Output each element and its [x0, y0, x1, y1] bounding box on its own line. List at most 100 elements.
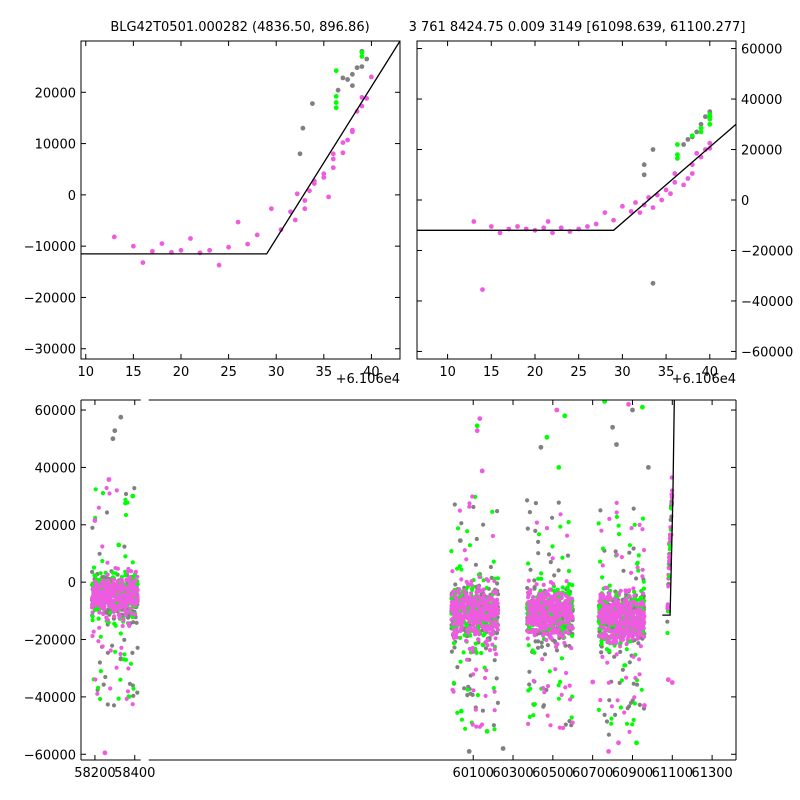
magenta-data-point [672, 171, 678, 176]
season-3-green-outlier [630, 722, 635, 727]
green-data-point [359, 54, 365, 59]
gray-data-point [364, 56, 370, 62]
y-tick-label: −30000 [24, 343, 76, 358]
season-3-gray-outlier [634, 576, 639, 581]
season-1-green-outlier [459, 567, 464, 572]
season-1-gray-outlier [488, 564, 493, 570]
season-2-magenta-point [542, 617, 548, 622]
gray-data-point [345, 77, 350, 82]
season-2-magenta-point [530, 618, 535, 623]
season-3-green-point [604, 647, 610, 652]
season-2-green-outlier [526, 561, 531, 566]
season-3-magenta-point [618, 644, 623, 649]
y-tick-label: −40000 [741, 295, 793, 310]
season-0-green-point [110, 570, 115, 575]
magenta-data-point [602, 210, 608, 216]
green-data-point [640, 404, 645, 410]
season-3-magenta-point [603, 605, 609, 610]
season-3-magenta-outlier [614, 500, 619, 505]
green-data-point [602, 400, 607, 404]
season-1-magenta-point [478, 620, 483, 625]
season-2-magenta-outlier [544, 526, 550, 531]
magenta-data-point [226, 244, 232, 250]
season-0-magenta-point [127, 580, 132, 585]
season-0-magenta-point [133, 569, 138, 575]
season-0-green-outlier [93, 487, 98, 492]
season-3-gray-outlier [613, 712, 618, 718]
season-1-magenta-point [460, 620, 465, 625]
season-2-gray-outlier [541, 703, 547, 708]
season-0-magenta-point [130, 597, 135, 602]
gray-data-point [118, 414, 124, 420]
season-3-magenta-point [612, 601, 618, 606]
season-3-gray-outlier [627, 660, 632, 665]
season-1-magenta-point [454, 608, 459, 614]
x-tick-label: 20 [527, 365, 544, 380]
season-1-magenta-point [471, 608, 476, 613]
gray-data-point [112, 428, 118, 434]
season-3-magenta-point [611, 633, 616, 638]
season-3-magenta-point [628, 633, 634, 638]
season-0-magenta-outlier [119, 645, 124, 650]
season-1-magenta-point [491, 597, 496, 603]
season-3-magenta-point [616, 591, 622, 597]
magenta-data-point [150, 248, 155, 254]
season-1-green-outlier [459, 717, 464, 722]
season-2-magenta-point [532, 633, 537, 638]
gray-data-point [300, 125, 306, 131]
season-3-magenta-outlier [607, 516, 612, 522]
season-3-green-outlier [600, 546, 606, 551]
season-1-magenta-point [465, 657, 470, 662]
season-1-magenta-outlier [467, 504, 472, 509]
season-3-magenta-outlier [600, 654, 605, 660]
magenta-data-point [330, 156, 336, 162]
green-data-point [333, 105, 339, 111]
season-1-green-outlier [463, 726, 468, 731]
season-2-magenta-point [539, 610, 544, 615]
season-2-gray-outlier [527, 682, 532, 687]
season-2-gray-outlier [527, 509, 533, 515]
season-3-magenta-point [624, 611, 629, 616]
y-tick-label: 0 [68, 576, 76, 591]
season-1-magenta-point [492, 578, 497, 584]
green-data-point [556, 465, 562, 470]
season-2-magenta-point [551, 630, 556, 635]
gray-data-point [297, 151, 303, 157]
season-2-green-point [565, 585, 570, 590]
season-0-magenta-outlier [114, 488, 119, 493]
season-2-magenta-outlier [545, 684, 551, 689]
season-1-magenta-point [457, 614, 462, 619]
season-0-magenta-point [133, 599, 138, 604]
season-2-green-outlier [539, 571, 544, 576]
axes-frame [80, 40, 401, 360]
season-3-magenta-point [631, 654, 636, 659]
season-0-magenta-outlier [108, 648, 113, 653]
season-2-green-outlier [530, 648, 535, 653]
season-0-magenta-outlier [96, 639, 101, 644]
green-data-point [484, 728, 490, 734]
season-0-gray-outlier [105, 650, 110, 655]
season-1-magenta-point [467, 625, 472, 630]
season-0-magenta-point [125, 590, 130, 595]
magenta-data-point [707, 145, 713, 151]
x-tick-label: 60900 [612, 766, 653, 781]
season-3-green-outlier [598, 559, 603, 564]
green-data-point [634, 740, 639, 746]
gray-data-point [340, 75, 346, 81]
green-data-point [707, 111, 713, 117]
season-2-magenta-point [548, 618, 553, 623]
season-1-magenta-point [470, 623, 475, 628]
season-2-green-outlier [558, 679, 563, 684]
season-0-magenta-point [122, 608, 127, 613]
season-0-magenta-outlier [126, 666, 131, 671]
season-2-magenta-point [569, 596, 575, 601]
season-3-magenta-outlier [640, 567, 645, 572]
season-2-gray-outlier [565, 553, 571, 558]
season-2-green-outlier [531, 713, 536, 718]
season-3-green-outlier [622, 663, 627, 668]
x-tick-label: 60300 [492, 766, 533, 781]
season-0-magenta-point [128, 606, 133, 611]
season-0-magenta-point [121, 586, 126, 592]
magenta-data-point [558, 225, 564, 231]
season-3-magenta-outlier [641, 548, 647, 553]
